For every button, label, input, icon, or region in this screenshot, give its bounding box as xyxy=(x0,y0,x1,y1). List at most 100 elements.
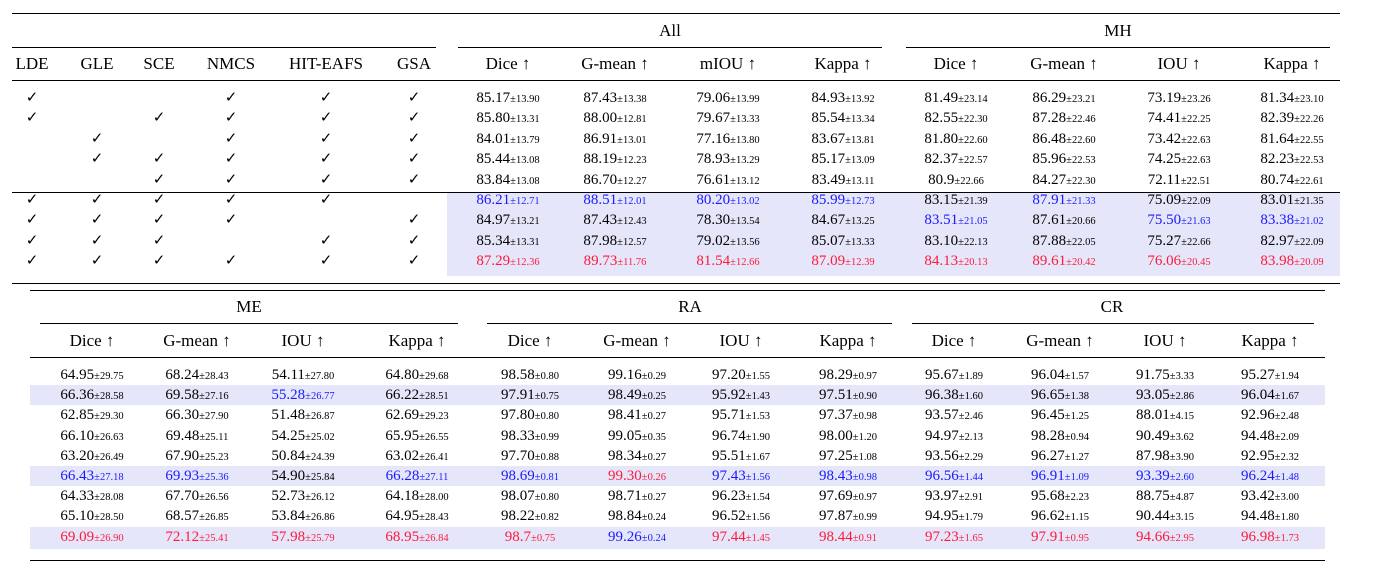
metric-mean: 97.37 xyxy=(819,407,853,424)
metric-mean: 83.10 xyxy=(924,232,959,249)
metric-std: ±21.33 xyxy=(1066,196,1096,207)
metric-std: ±21.39 xyxy=(958,196,988,207)
metric-std: ±0.82 xyxy=(534,512,559,524)
metric-value: 83.10±22.13 xyxy=(924,231,987,253)
metric-std: ±26.84 xyxy=(419,532,449,544)
metric-mean: 64.95 xyxy=(385,508,420,525)
metric-std: ±0.98 xyxy=(852,472,877,483)
metric-mean: 97.44 xyxy=(712,528,746,545)
metric-mean: 82.97 xyxy=(1260,232,1295,249)
metric-header: G-mean ↑ xyxy=(1030,54,1098,73)
metric-mean: 88.01 xyxy=(1136,407,1170,424)
metric-value: 69.58±27.16 xyxy=(165,385,228,407)
metric-std: ±0.25 xyxy=(641,391,666,403)
metric-mean: 63.02 xyxy=(385,447,420,464)
metric-mean: 93.57 xyxy=(925,407,959,424)
metric-std: ±27.18 xyxy=(94,472,124,483)
metric-std: ±0.80 xyxy=(534,492,559,504)
metric-mean: 75.50 xyxy=(1147,212,1182,229)
metric-std: ±27.11 xyxy=(419,472,449,483)
metric-std: ±4.15 xyxy=(1169,411,1194,423)
metric-header: Kappa ↑ xyxy=(819,331,877,350)
metric-std: ±1.56 xyxy=(745,472,770,483)
metric-mean: 81.64 xyxy=(1260,130,1295,147)
check-icon: ✓ xyxy=(152,232,166,249)
check-icon: ✓ xyxy=(90,232,104,249)
metric-value: 88.01±4.15 xyxy=(1136,405,1194,427)
metric-std: ±0.99 xyxy=(852,512,877,524)
metric-mean: 86.29 xyxy=(1032,90,1067,106)
metric-std: ±12.73 xyxy=(845,196,875,207)
row-highlight xyxy=(30,385,1325,405)
metric-mean: 88.19 xyxy=(583,151,618,168)
metric-std: ±22.53 xyxy=(1294,155,1324,167)
metric-std: ±13.38 xyxy=(617,94,647,105)
check-icon: ✓ xyxy=(152,192,166,208)
method-header: GLE xyxy=(80,54,114,73)
metric-value: 97.91±0.75 xyxy=(501,385,559,407)
metric-mean: 54.11 xyxy=(271,367,305,383)
metric-value: 92.95±2.32 xyxy=(1241,446,1299,468)
metric-value: 74.41±22.25 xyxy=(1147,108,1210,130)
metric-value: 55.28±26.77 xyxy=(271,385,334,407)
check-icon: ✓ xyxy=(319,253,333,270)
metric-mean: 99.05 xyxy=(608,427,642,444)
metric-std: ±22.26 xyxy=(1294,114,1324,126)
metric-mean: 85.17 xyxy=(476,90,511,106)
metric-mean: 69.58 xyxy=(165,387,200,404)
metric-mean: 66.28 xyxy=(385,468,420,484)
metric-mean: 55.28 xyxy=(271,387,306,404)
metric-std: ±26.49 xyxy=(94,451,124,463)
metric-mean: 96.24 xyxy=(1241,468,1275,484)
metric-value: 96.52±1.56 xyxy=(712,506,770,528)
metric-std: ±28.08 xyxy=(94,492,124,504)
metric-value: 91.75±3.33 xyxy=(1136,365,1194,387)
metric-mean: 83.51 xyxy=(924,212,959,229)
check-icon: ✓ xyxy=(319,151,333,168)
check-icon: ✓ xyxy=(407,171,421,188)
metric-value: 65.10±28.50 xyxy=(60,506,123,528)
metric-mean: 86.91 xyxy=(583,130,618,147)
check-icon: ✓ xyxy=(407,253,421,270)
metric-mean: 96.27 xyxy=(1031,447,1065,464)
metric-std: ±21.05 xyxy=(958,216,988,228)
metric-value: 98.7±0.75 xyxy=(505,527,555,549)
metric-std: ±25.11 xyxy=(199,431,229,443)
metric-std: ±1.54 xyxy=(745,492,770,504)
metric-mean: 84.27 xyxy=(1032,171,1067,188)
group-header: ME xyxy=(236,297,262,316)
metric-std: ±22.05 xyxy=(1066,236,1096,248)
metric-std: ±13.08 xyxy=(510,175,540,187)
metric-std: ±25.41 xyxy=(199,532,229,544)
metric-value: 98.58±0.80 xyxy=(501,365,559,387)
metric-std: ±22.63 xyxy=(1181,155,1211,167)
metric-mean: 98.58 xyxy=(501,367,535,383)
metric-value: 94.66±2.95 xyxy=(1136,527,1194,549)
check-icon: ✓ xyxy=(224,212,238,229)
check-icon: ✓ xyxy=(25,232,39,249)
metric-std: ±22.66 xyxy=(954,175,984,187)
metric-value: 99.30±0.26 xyxy=(608,466,666,488)
check-icon: ✓ xyxy=(319,232,333,249)
metric-mean: 78.93 xyxy=(696,151,731,168)
metric-std: ±13.31 xyxy=(510,236,540,248)
metric-value: 88.51±12.01 xyxy=(583,190,646,212)
metric-value: 75.50±21.63 xyxy=(1147,210,1210,232)
metric-mean: 79.06 xyxy=(696,90,731,106)
metric-std: ±12.43 xyxy=(617,216,647,228)
metric-std: ±0.29 xyxy=(641,371,666,382)
metric-mean: 83.49 xyxy=(811,171,846,188)
metric-value: 66.36±28.58 xyxy=(60,385,123,407)
metric-mean: 69.09 xyxy=(60,528,95,545)
metric-std: ±0.24 xyxy=(641,532,666,544)
metric-std: ±13.33 xyxy=(730,114,760,126)
metric-value: 90.49±3.62 xyxy=(1136,426,1194,448)
check-icon: ✓ xyxy=(90,192,104,208)
metric-std: ±2.46 xyxy=(958,411,983,423)
metric-std: ±1.67 xyxy=(1274,391,1299,403)
metric-value: 97.70±0.88 xyxy=(501,446,559,468)
metric-mean: 76.61 xyxy=(696,171,731,188)
metric-header: Dice ↑ xyxy=(933,54,979,73)
metric-std: ±29.23 xyxy=(419,411,449,423)
metric-value: 95.51±1.67 xyxy=(712,446,770,468)
